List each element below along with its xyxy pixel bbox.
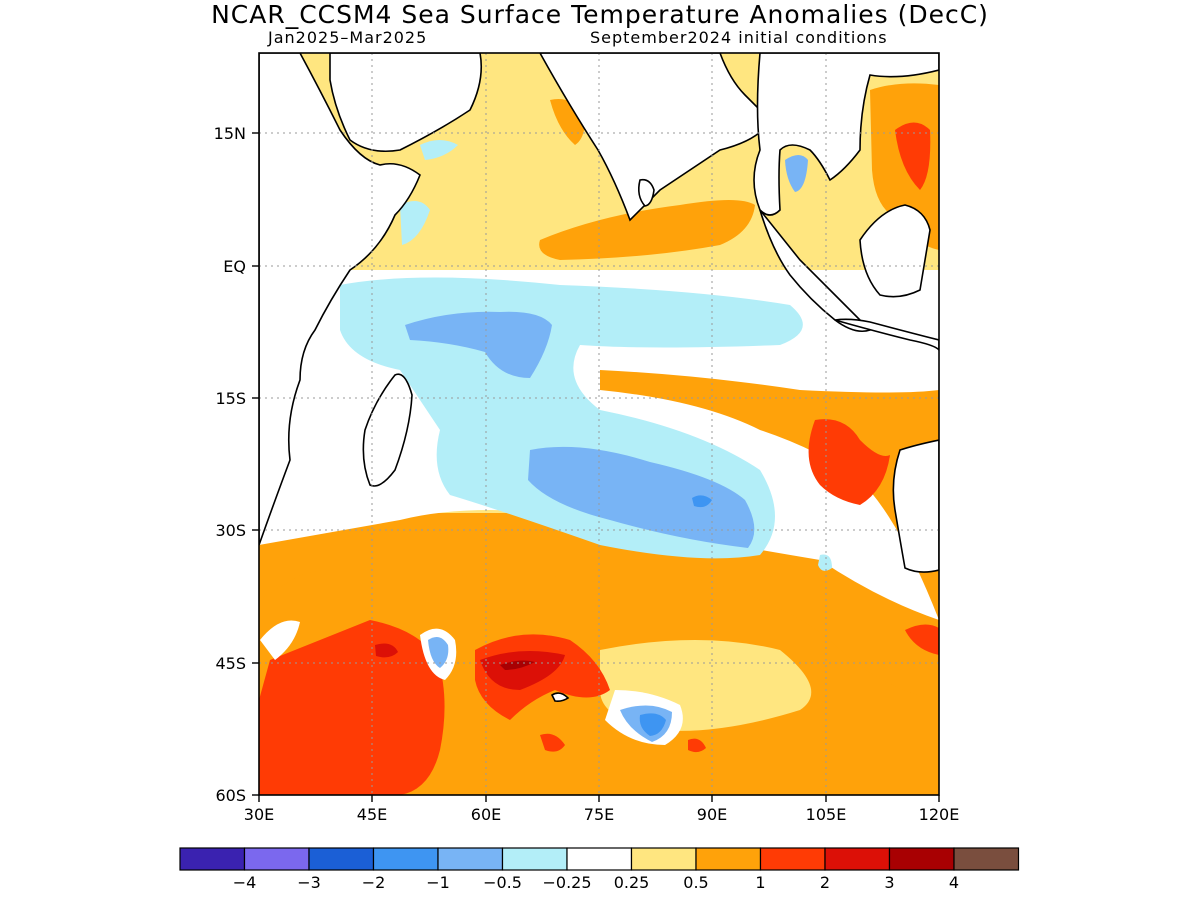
colorbar-swatch xyxy=(437,847,504,871)
lat-label-eq: EQ xyxy=(223,257,246,276)
colorbar-label: 0.5 xyxy=(683,873,708,892)
colorbar-swatch xyxy=(566,847,633,871)
lat-label-15n: 15N xyxy=(214,124,246,143)
colorbar-swatch xyxy=(630,847,697,871)
anomaly-field xyxy=(259,53,939,795)
colorbar-swatch xyxy=(888,847,955,871)
colorbar-swatch xyxy=(759,847,826,871)
initial-conditions: September2024 initial conditions xyxy=(590,28,888,47)
lon-label-30e: 30E xyxy=(244,805,274,824)
colorbar-swatch xyxy=(953,847,1020,871)
colorbar-label: −3 xyxy=(297,873,321,892)
lat-label-15s: 15S xyxy=(215,389,246,408)
land-outlines xyxy=(259,53,939,702)
lon-label-90e: 90E xyxy=(697,805,727,824)
lon-label-120e: 120E xyxy=(919,805,960,824)
colorbar-label: −1 xyxy=(426,873,450,892)
lon-label-45e: 45E xyxy=(357,805,387,824)
colorbar-swatch xyxy=(824,847,891,871)
colorbar-swatch xyxy=(501,847,568,871)
colorbar-label: 1 xyxy=(755,873,765,892)
lon-label-60e: 60E xyxy=(471,805,501,824)
colorbar-swatch xyxy=(243,847,310,871)
lon-label-75e: 75E xyxy=(584,805,614,824)
lon-label-105e: 105E xyxy=(806,805,847,824)
map-title: NCAR_CCSM4 Sea Surface Temperature Anoma… xyxy=(211,0,989,29)
lat-tick-marks xyxy=(252,132,259,796)
colorbar-swatch xyxy=(372,847,439,871)
lat-label-60s: 60S xyxy=(215,786,246,805)
colorbar-label: 2 xyxy=(820,873,830,892)
colorbar-label: −2 xyxy=(362,873,386,892)
colorbar-label: 4 xyxy=(949,873,959,892)
lat-label-30s: 30S xyxy=(215,521,246,540)
colorbar-swatch xyxy=(179,847,246,871)
colorbar-label: −0.25 xyxy=(542,873,591,892)
colorbar-swatch xyxy=(308,847,375,871)
colorbar-label: −4 xyxy=(233,873,257,892)
colorbar-label: 0.25 xyxy=(614,873,650,892)
colorbar-label: 3 xyxy=(884,873,894,892)
colorbar-label: −0.5 xyxy=(483,873,522,892)
lon-tick-marks xyxy=(258,795,940,802)
graticule xyxy=(259,53,939,795)
lat-label-45s: 45S xyxy=(215,654,246,673)
colorbar-swatch xyxy=(695,847,762,871)
colorbar: −4 −3 −2 −1 −0.5 −0.25 0.25 0.5 1 2 3 4 xyxy=(179,847,1020,892)
forecast-period: Jan2025–Mar2025 xyxy=(268,28,428,47)
